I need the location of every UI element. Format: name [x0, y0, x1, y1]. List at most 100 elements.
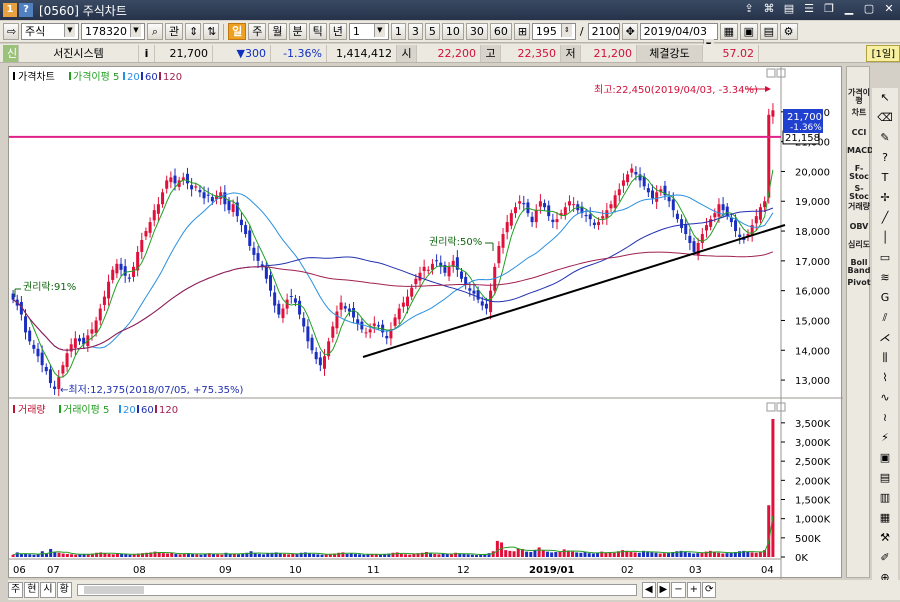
candle-body-98	[418, 272, 422, 281]
minimize-icon[interactable]: ▁	[844, 2, 854, 15]
reset-icon[interactable]: ⟳	[702, 582, 717, 598]
window-tool-icon[interactable]: ▣	[879, 451, 891, 464]
question-icon[interactable]: ?	[882, 151, 888, 164]
indicator-4[interactable]: F-Stoc	[849, 164, 869, 181]
interval-30-button[interactable]: 30	[465, 23, 488, 40]
bottom-tab-hwang[interactable]: 황	[56, 582, 72, 598]
scroll-right-icon[interactable]: ▶	[656, 582, 671, 598]
period-minute-tab[interactable]: 분	[288, 23, 307, 40]
volume-bar-180	[763, 550, 767, 557]
wave-tool-icon[interactable]: ∿	[880, 391, 890, 404]
chart-panel[interactable]: 가격차트 가격이평 5 20 60 120 22,00021,00020,000…	[8, 66, 843, 579]
date-select[interactable]: 2019/04/03▼	[639, 23, 718, 52]
trendline[interactable]	[362, 224, 786, 358]
zoom-icon[interactable]: ✥	[621, 23, 638, 40]
bottom-tab-si[interactable]: 시	[40, 582, 56, 598]
doc-tool-icon[interactable]: ▥	[879, 491, 891, 504]
zoom-tool-icon[interactable]: ⊕	[880, 571, 890, 584]
indicator-10[interactable]: Pivot	[847, 278, 871, 287]
close-icon[interactable]: ✕	[884, 2, 894, 15]
gann-tool-icon[interactable]: G	[880, 291, 890, 304]
code-input[interactable]: 178320 ▼	[81, 23, 145, 40]
indicator-8[interactable]: 심리도	[847, 240, 871, 249]
brush-icon[interactable]: ✐	[880, 551, 890, 564]
bottom-tab-hyeon[interactable]: 현	[24, 582, 40, 598]
cursor-icon[interactable]: ↖	[880, 91, 890, 104]
fan-tool-icon[interactable]: ⋌	[879, 331, 891, 344]
cycle-tool-icon[interactable]: ≀	[882, 411, 888, 424]
list-tool-icon[interactable]: ▤	[879, 471, 891, 484]
scroll-thumb[interactable]	[83, 586, 144, 594]
text-tool-icon[interactable]: ✎	[880, 131, 890, 144]
period-week-tab[interactable]: 주	[248, 23, 267, 40]
channel-tool-icon[interactable]: ⫽	[882, 311, 888, 324]
layout-icon[interactable]: ▣	[739, 23, 758, 40]
indicator-9[interactable]: Boll Band	[847, 258, 871, 275]
volume-pane-minimize-icon[interactable]	[766, 402, 776, 412]
print-icon[interactable]: ▤	[783, 2, 795, 15]
interval-1-button[interactable]: 1	[390, 23, 406, 40]
eraser-icon[interactable]: ⌫	[877, 111, 893, 124]
indicator-2[interactable]: CCI	[851, 128, 867, 137]
auto-tool-icon[interactable]: ⚡	[881, 431, 889, 444]
restore-icon[interactable]: ❐	[824, 2, 834, 15]
indicator-0[interactable]: 가격이평	[847, 88, 871, 105]
period-tick-tab[interactable]: 틱	[308, 23, 327, 40]
lock-icon[interactable]: ⊞	[513, 23, 530, 40]
pin-icon[interactable]: ⇪	[744, 2, 754, 15]
volume-bar-102	[437, 554, 441, 557]
scroll-left-icon[interactable]: ◀	[641, 582, 656, 598]
zigzag-tool-icon[interactable]: ⌇	[882, 371, 888, 384]
period-year-tab[interactable]: 년	[328, 23, 347, 40]
period-day-tab[interactable]: 일	[228, 23, 247, 40]
candle-body-142	[601, 216, 605, 219]
bottom-tab-ju[interactable]: 주	[8, 582, 24, 598]
sort-icon[interactable]: ⇅	[203, 23, 220, 40]
interval-60-button[interactable]: 60	[489, 23, 512, 40]
legend-ma5: 가격이평 5	[73, 70, 119, 83]
indicator-5[interactable]: S-Stoc	[849, 184, 869, 201]
help-icon[interactable]: ?	[19, 3, 33, 17]
maximize-icon[interactable]: ▢	[863, 2, 875, 15]
rect-tool-icon[interactable]: ▭	[879, 251, 891, 264]
interval-3-button[interactable]: 3	[407, 23, 423, 40]
tools-icon[interactable]: ⚙	[779, 23, 798, 40]
zoom-in-icon[interactable]: +	[686, 582, 701, 598]
indicator-6[interactable]: 거래량	[847, 202, 871, 211]
interval-5-button[interactable]: 5	[424, 23, 440, 40]
chart-svg[interactable]: 가격차트 가격이평 5 20 60 120 22,00021,00020,000…	[9, 67, 843, 579]
volume-bar-139	[591, 553, 595, 557]
arrow-menu-icon[interactable]: ⇨	[3, 23, 19, 40]
period-month-tab[interactable]: 월	[268, 23, 287, 40]
bars-tool-icon[interactable]: ⫼	[882, 351, 888, 364]
wrench-icon[interactable]: ⚒	[880, 531, 890, 544]
count-input[interactable]: 1 ▼	[348, 23, 389, 40]
candle-body-54	[235, 202, 239, 217]
grid-icon[interactable]: ▦	[719, 23, 738, 40]
fibo-tool-icon[interactable]: ≋	[880, 271, 890, 284]
indicator-7[interactable]: OBV	[849, 222, 869, 231]
link-icon[interactable]: ⌘	[763, 2, 775, 15]
zoom-out-icon[interactable]: −	[671, 582, 686, 598]
type-tool-icon[interactable]: T	[881, 171, 889, 184]
indicator-1[interactable]: 차트	[851, 108, 867, 117]
price-pane-minimize-icon[interactable]	[766, 68, 776, 78]
market-select[interactable]: 주식 ▼	[21, 23, 79, 40]
line-tool-icon[interactable]: ╱	[881, 211, 889, 224]
app-number-icon[interactable]: 1	[3, 3, 17, 17]
cross-icon[interactable]: ✢	[880, 191, 890, 204]
grid-tool-icon[interactable]: ▦	[879, 511, 891, 524]
vline-tool-icon[interactable]: │	[881, 231, 889, 244]
volume-bar-179	[758, 552, 762, 557]
info-icon[interactable]: i	[139, 44, 155, 62]
settings-icon[interactable]: ☰	[804, 2, 814, 15]
volume-bar-40	[178, 554, 182, 557]
interval-10-button[interactable]: 10	[441, 23, 464, 40]
gwan-button[interactable]: 관	[165, 23, 184, 40]
range-input[interactable]: 195 ⇕	[531, 23, 576, 40]
spin-icon[interactable]: ⇕	[185, 23, 202, 40]
save-icon[interactable]: ▤	[759, 23, 778, 40]
indicator-3[interactable]: MACD	[847, 146, 874, 155]
search-icon[interactable]: ⌕	[147, 23, 163, 40]
scroll-track[interactable]	[76, 584, 637, 596]
